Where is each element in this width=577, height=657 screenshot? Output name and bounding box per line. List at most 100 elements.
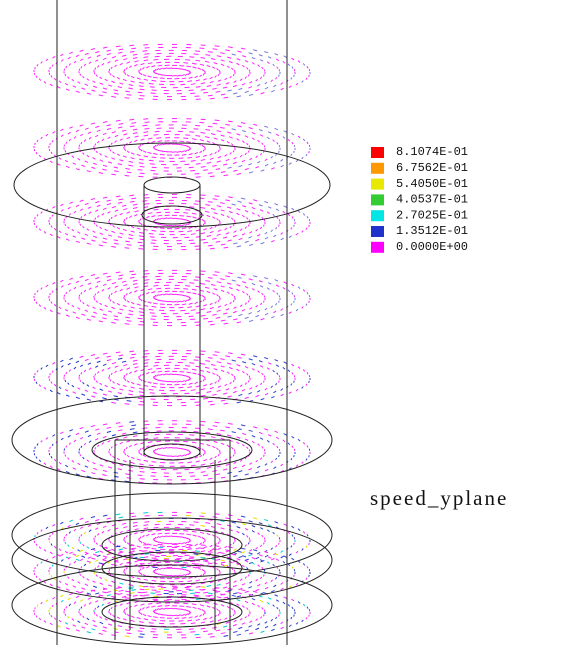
vector-arrow bbox=[107, 276, 111, 277]
vector-arrow bbox=[215, 382, 217, 384]
vector-arrow bbox=[127, 245, 132, 246]
vector-arrow bbox=[59, 549, 61, 551]
vector-arrow bbox=[126, 447, 127, 449]
vector-arrow bbox=[279, 75, 280, 77]
vector-arrow bbox=[177, 144, 182, 145]
vector-arrow bbox=[37, 214, 38, 216]
vector-arrow bbox=[227, 525, 231, 526]
vector-arrow bbox=[97, 130, 101, 131]
vector-arrow bbox=[242, 362, 246, 363]
vector-arrow bbox=[76, 630, 80, 631]
vector-arrow bbox=[139, 308, 143, 309]
vector-arrow bbox=[158, 291, 163, 292]
vector-arrow bbox=[129, 391, 133, 392]
vector-arrow bbox=[284, 434, 287, 436]
vector-arrow bbox=[100, 545, 102, 547]
vector-arrow bbox=[146, 566, 149, 568]
vector-arrow bbox=[227, 316, 231, 317]
vector-arrow bbox=[215, 46, 220, 47]
vector-arrow bbox=[217, 434, 221, 435]
vector-arrow bbox=[81, 88, 85, 89]
vector-arrow bbox=[95, 286, 98, 288]
vector-arrow bbox=[268, 207, 271, 209]
vector-arrow bbox=[105, 156, 108, 158]
vector-arrow bbox=[156, 218, 159, 220]
vector-arrow bbox=[152, 230, 157, 231]
vector-arrow bbox=[69, 520, 72, 521]
vector-arrow bbox=[227, 141, 229, 143]
vector-arrow bbox=[88, 525, 91, 527]
vector-arrow bbox=[73, 163, 76, 165]
vector-arrow bbox=[131, 153, 134, 155]
vector-arrow bbox=[227, 216, 229, 218]
vector-arrow bbox=[252, 603, 255, 605]
vector-arrow bbox=[85, 203, 89, 204]
vector-arrow bbox=[80, 276, 84, 277]
vector-arrow bbox=[245, 153, 246, 155]
vector-arrow bbox=[142, 125, 147, 126]
vector-arrow bbox=[41, 137, 43, 139]
vector-arrow bbox=[37, 290, 38, 292]
vector-arrow bbox=[148, 138, 152, 139]
vector-arrow bbox=[238, 556, 242, 557]
vector-arrow bbox=[275, 128, 278, 129]
vector-arrow bbox=[141, 531, 145, 532]
vector-arrow bbox=[122, 596, 126, 597]
vector-arrow bbox=[202, 569, 204, 571]
vector-arrow bbox=[307, 534, 308, 536]
vector-arrow bbox=[131, 307, 135, 308]
vector-arrow bbox=[273, 64, 275, 66]
vector-arrow bbox=[238, 627, 242, 628]
vector-arrow bbox=[207, 444, 210, 445]
vector-arrow bbox=[276, 458, 277, 460]
vector-arrow bbox=[267, 212, 269, 214]
vector-arrow bbox=[76, 596, 79, 598]
vector-arrow bbox=[238, 394, 242, 395]
vector-arrow bbox=[201, 309, 205, 310]
vector-arrow bbox=[292, 373, 293, 375]
vector-arrow bbox=[80, 437, 83, 439]
vector-arrow bbox=[50, 447, 51, 449]
vector-arrow bbox=[114, 93, 119, 94]
vector-arrow bbox=[196, 230, 200, 231]
vector-arrow bbox=[131, 274, 136, 275]
vector-arrow bbox=[135, 61, 139, 62]
vector-arrow bbox=[65, 614, 66, 616]
vector-arrow bbox=[223, 626, 227, 627]
vector-arrow bbox=[277, 67, 278, 69]
vector-arrow bbox=[281, 165, 284, 167]
vector-arrow bbox=[91, 240, 95, 241]
vector-arrow bbox=[207, 533, 210, 534]
vector-arrow bbox=[110, 541, 111, 543]
vector-arrow bbox=[127, 301, 129, 303]
vector-arrow bbox=[227, 207, 231, 208]
vector-arrow bbox=[129, 45, 134, 46]
vector-arrow bbox=[142, 551, 147, 552]
vector-arrow bbox=[208, 278, 213, 279]
vector-arrow bbox=[69, 443, 71, 445]
vector-arrow bbox=[203, 454, 204, 456]
vector-arrow bbox=[273, 235, 276, 237]
vector-arrow bbox=[242, 131, 246, 132]
vector-arrow bbox=[276, 383, 277, 385]
vector-arrow bbox=[262, 217, 263, 219]
vector-arrow bbox=[229, 211, 232, 212]
vector-arrow bbox=[158, 215, 163, 216]
vector-arrow bbox=[36, 382, 37, 384]
vector-arrow bbox=[273, 85, 276, 87]
vector-arrow bbox=[198, 568, 201, 570]
vector-arrow bbox=[49, 299, 50, 301]
vector-arrow bbox=[144, 156, 148, 157]
vector-arrow bbox=[212, 394, 216, 395]
vector-arrow bbox=[302, 549, 304, 551]
vector-arrow bbox=[50, 607, 51, 609]
vector-arrow bbox=[224, 175, 229, 176]
vector-arrow bbox=[292, 526, 295, 528]
vector-arrow bbox=[59, 581, 61, 583]
vector-arrow bbox=[234, 376, 235, 378]
vector-arrow bbox=[303, 139, 305, 141]
vector-arrow bbox=[44, 81, 46, 83]
vector-arrow bbox=[151, 566, 155, 567]
vector-arrow bbox=[221, 477, 226, 478]
vector-arrow bbox=[123, 59, 127, 60]
